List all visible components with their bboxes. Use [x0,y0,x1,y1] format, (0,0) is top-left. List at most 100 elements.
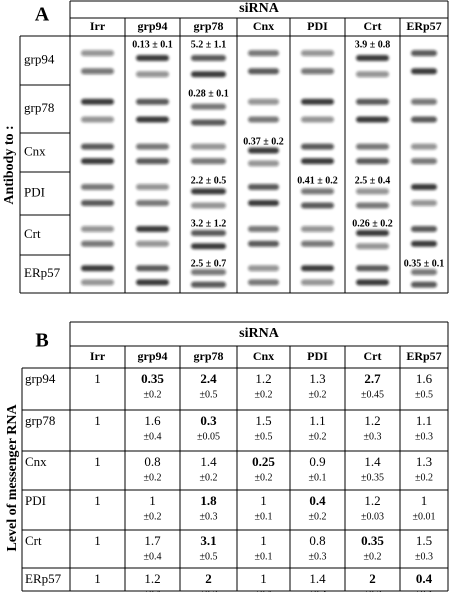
expression-value: 1.1 [416,413,432,428]
blot-band [136,55,169,62]
expression-error: ±0.3 [309,551,327,562]
blot-band [136,279,169,286]
blot-band [81,240,114,247]
expression-error: ±0.3 [364,589,382,592]
expression-value: 1.5 [255,413,271,428]
blot-band [411,240,437,247]
blot-band [356,279,389,286]
row-label: Crt [25,533,42,548]
row-label: Cnx [25,454,47,469]
expression-value: 1.2 [364,413,380,428]
expression-error: ±0.1 [255,589,273,592]
expression-value: 1 [94,371,101,386]
blot-quantification: 5.2 ± 1.1 [191,39,227,50]
blot-band [411,226,437,232]
blot-band [191,119,226,126]
blot-band [248,160,279,167]
blot-band [136,143,169,150]
expression-value: 0.3 [200,413,217,428]
expression-value: 0.9 [309,454,325,469]
blot-band [301,188,334,195]
expression-value: 1.6 [416,371,433,386]
blot-band [301,143,334,150]
blot-band [191,143,226,150]
expression-value: 2.7 [364,371,381,386]
expression-error: ±0.01 [413,511,436,522]
blot-band [191,269,226,276]
row-label: Cnx [24,143,46,158]
blot-band [356,188,389,195]
header-label: siRNA [239,1,280,16]
blot-band [136,199,169,206]
blot-quantification: 2.2 ± 0.5 [191,175,227,186]
row-label: PDI [24,184,45,199]
column-header: Irr [90,349,106,363]
expression-value: 1.4 [364,454,381,469]
blot-band [191,202,226,209]
expression-value: 0.35 [141,371,164,386]
blot-band [301,50,334,57]
row-label: ERp57 [24,265,61,280]
blot-band [248,68,279,75]
blot-band [301,98,334,105]
expression-error: ±0.5 [415,389,433,400]
side-label: Level of messenger RNA [5,404,20,552]
blot-band [356,116,389,123]
blot-band [136,240,169,247]
blot-band [136,71,169,78]
expression-value: 2.4 [200,371,217,386]
blot-band [356,265,389,272]
expression-error: ±0.4 [309,589,327,592]
side-label: Antibody to : [2,125,17,204]
expression-error: ±0.35 [361,472,384,483]
blot-band [136,184,169,191]
column-header: ERp57 [406,19,441,33]
blot-band [301,158,334,165]
expression-value: 2 [205,571,212,586]
blot-band [191,103,226,110]
blot-band [356,158,389,165]
blot-quantification: 3.2 ± 1.2 [191,218,227,229]
row-label: Crt [24,226,41,241]
blot-band [191,243,226,250]
expression-error: ±0.1 [309,472,327,483]
column-header: Cnx [253,349,274,363]
blot-band [411,143,437,150]
blot-band [248,184,279,191]
blot-band [356,98,389,105]
expression-value: 1.1 [309,413,325,428]
expression-error: ±0.2 [309,389,327,400]
blot-band [248,226,279,232]
row-label: grp94 [25,371,56,386]
expression-error: ±0.2 [144,389,162,400]
expression-error: ±0.3 [200,589,218,592]
blot-band [411,50,437,57]
expression-value: 0.35 [361,533,384,548]
blot-band [411,184,437,191]
expression-value: 1.5 [416,533,432,548]
row-label: grp78 [25,413,55,428]
expression-value: 0.4 [416,571,433,586]
column-header: PDI [307,19,328,33]
expression-value: 1.3 [309,371,325,386]
expression-value: 3.1 [200,533,216,548]
blot-band [301,116,334,123]
blot-band [81,184,114,191]
expression-value: 1.4 [200,454,217,469]
expression-error: ±0.05 [197,431,220,442]
expression-error: ±0.1 [255,511,273,522]
blot-band [81,279,114,286]
blot-band [81,226,114,232]
blot-quantification: 0.35 ± 0.1 [404,258,445,269]
expression-value: 1 [94,413,101,428]
expression-error: ±0.1 [144,589,162,592]
blot-quantification: 3.9 ± 0.8 [355,39,391,50]
expression-error: ±0.2 [255,472,273,483]
blot-band [81,68,114,75]
expression-error: ±0.3 [364,431,382,442]
expression-error: ±0.3 [415,551,433,562]
blot-band [136,226,169,232]
expression-value: 1 [421,493,428,508]
blot-quantification: 0.41 ± 0.2 [297,175,338,186]
panel-label: B [35,330,48,352]
